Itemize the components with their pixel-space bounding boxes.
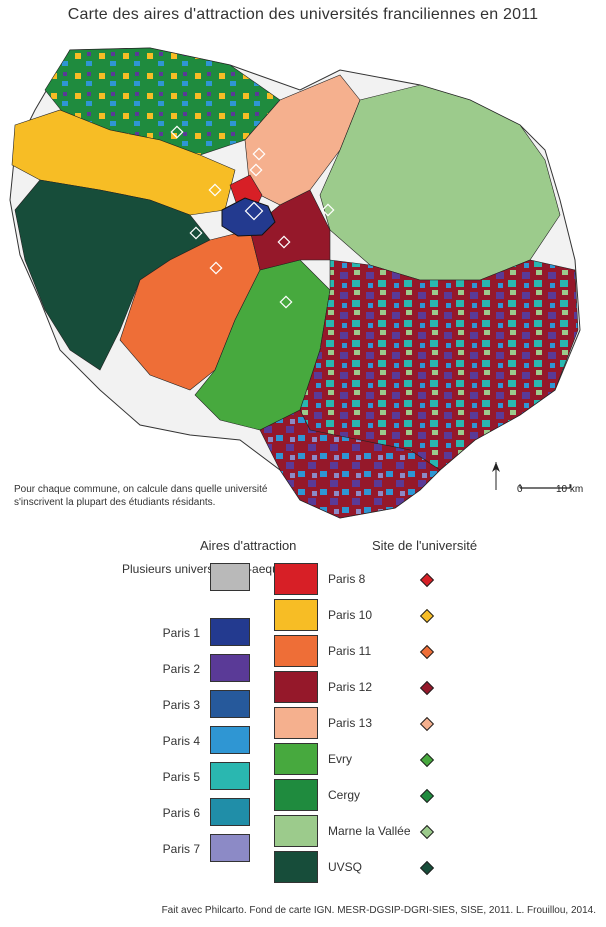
legend-item-right: Paris 13 [274,707,474,741]
area-paris1 [221,197,276,237]
site-marker-paris12 [277,235,291,249]
area-uvsq [14,179,211,371]
legend-right: Paris 8 Paris 10 Paris 11 Paris 12 Paris 13 E… [274,563,474,883]
area-paris12-center [249,189,331,271]
legend-item-label: Cergy [328,788,361,802]
legend-item-label: Marne la Vallée [328,824,411,838]
site-diamond-icon [419,716,435,732]
site-diamond-icon [419,788,435,804]
legend-item-right: Cergy [274,779,474,813]
legend-item-label: UVSQ [328,860,363,874]
site-diamond-icon [419,752,435,768]
legend-item-left: Paris 1 [120,618,250,648]
site-marker-paris8 [249,163,263,177]
legend-item-right: Paris 11 [274,635,474,669]
legend-swatch [274,815,318,847]
legend-swatch [274,563,318,595]
site-diamond-icon [419,572,435,588]
legend-item-label: Paris 11 [328,644,372,658]
area-marne [319,84,561,281]
area-south-tip [259,409,441,519]
legend-item-left: Paris 7 [120,834,250,864]
legend-item-label: Paris 5 [162,770,200,784]
site-marker-paris13 [252,147,266,161]
legend-item-label: Plusieurs universités ex-aequo [122,562,286,576]
map-note: Pour chaque commune, on calcule dans que… [14,484,268,508]
legend-swatch [210,762,250,790]
legend-item-right: UVSQ [274,851,474,885]
legend-swatch [274,671,318,703]
legend-swatch [274,707,318,739]
legend-swatch [274,851,318,883]
credits: Fait avec Philcarto. Fond de carte IGN. … [161,905,596,916]
legend-sites-heading: Site de l'université [372,538,478,553]
legend-item-label: Paris 2 [162,662,200,676]
legend-item-right: Paris 8 [274,563,474,597]
legend-swatch [210,654,250,682]
north-arrow-icon [492,462,571,490]
legend-swatch [274,743,318,775]
site-diamond-icon [419,680,435,696]
legend-swatch [210,834,250,862]
legend-swatch [274,635,318,667]
site-marker-cergy [170,125,184,139]
legend-item-label: Paris 8 [328,572,366,586]
legend-item-right: Marne la Vallée [274,815,474,849]
legend-swatch [210,690,250,718]
legend-item-label: Evry [328,752,352,766]
legend-swatch [210,563,250,591]
legend-item-label: Paris 7 [162,842,200,856]
legend-swatch [274,779,318,811]
site-diamond-icon [419,608,435,624]
legend-item-left: Paris 2 [120,654,250,684]
legend-item-label: Paris 3 [162,698,200,712]
scale-start: 0 [517,484,523,495]
site-marker-marne [321,203,335,217]
site-marker-evry [279,295,293,309]
legend-swatch [274,599,318,631]
site-marker-paris [244,201,264,221]
legend-item-left: Paris 5 [120,762,250,792]
map-svg [9,47,581,519]
legend-item-right: Evry [274,743,474,777]
legend-item-label: Paris 13 [328,716,373,730]
legend-swatch [210,618,250,646]
legend-item-right: Paris 12 [274,671,474,705]
legend-item-left: Paris 6 [120,798,250,828]
site-diamond-icon [419,644,435,660]
scale-bar: 0 10 km [490,456,600,506]
legend-left: Plusieurs universités ex-aequo Paris 1 Par… [120,562,286,864]
site-marker-uvsq [189,226,203,240]
legend-areas-heading: Aires d'attraction [200,538,297,553]
legend-item-right: Paris 10 [274,599,474,633]
site-markers [170,125,335,309]
map-title: Carte des aires d'attraction des univers… [67,6,539,23]
site-diamond-icon [419,860,435,876]
scale-end: 10 km [556,484,584,495]
site-marker-paris11 [209,261,223,275]
legend-item-left: Plusieurs universités ex-aequo [120,562,286,593]
ile-de-france-map [0,30,606,530]
legend-item-label: Paris 10 [328,608,373,622]
legend-swatch [210,726,250,754]
legend-item-label: Paris 1 [162,626,200,640]
site-diamond-icon [419,824,435,840]
site-marker-paris10 [208,183,222,197]
legend-swatch [210,798,250,826]
legend-item-label: Paris 12 [328,680,373,694]
legend-item-left: Paris 3 [120,690,250,720]
legend-item-label: Paris 4 [162,734,200,748]
legend-item-left: Paris 4 [120,726,250,756]
legend-item-label: Paris 6 [162,806,200,820]
area-paris12-se [299,259,579,471]
